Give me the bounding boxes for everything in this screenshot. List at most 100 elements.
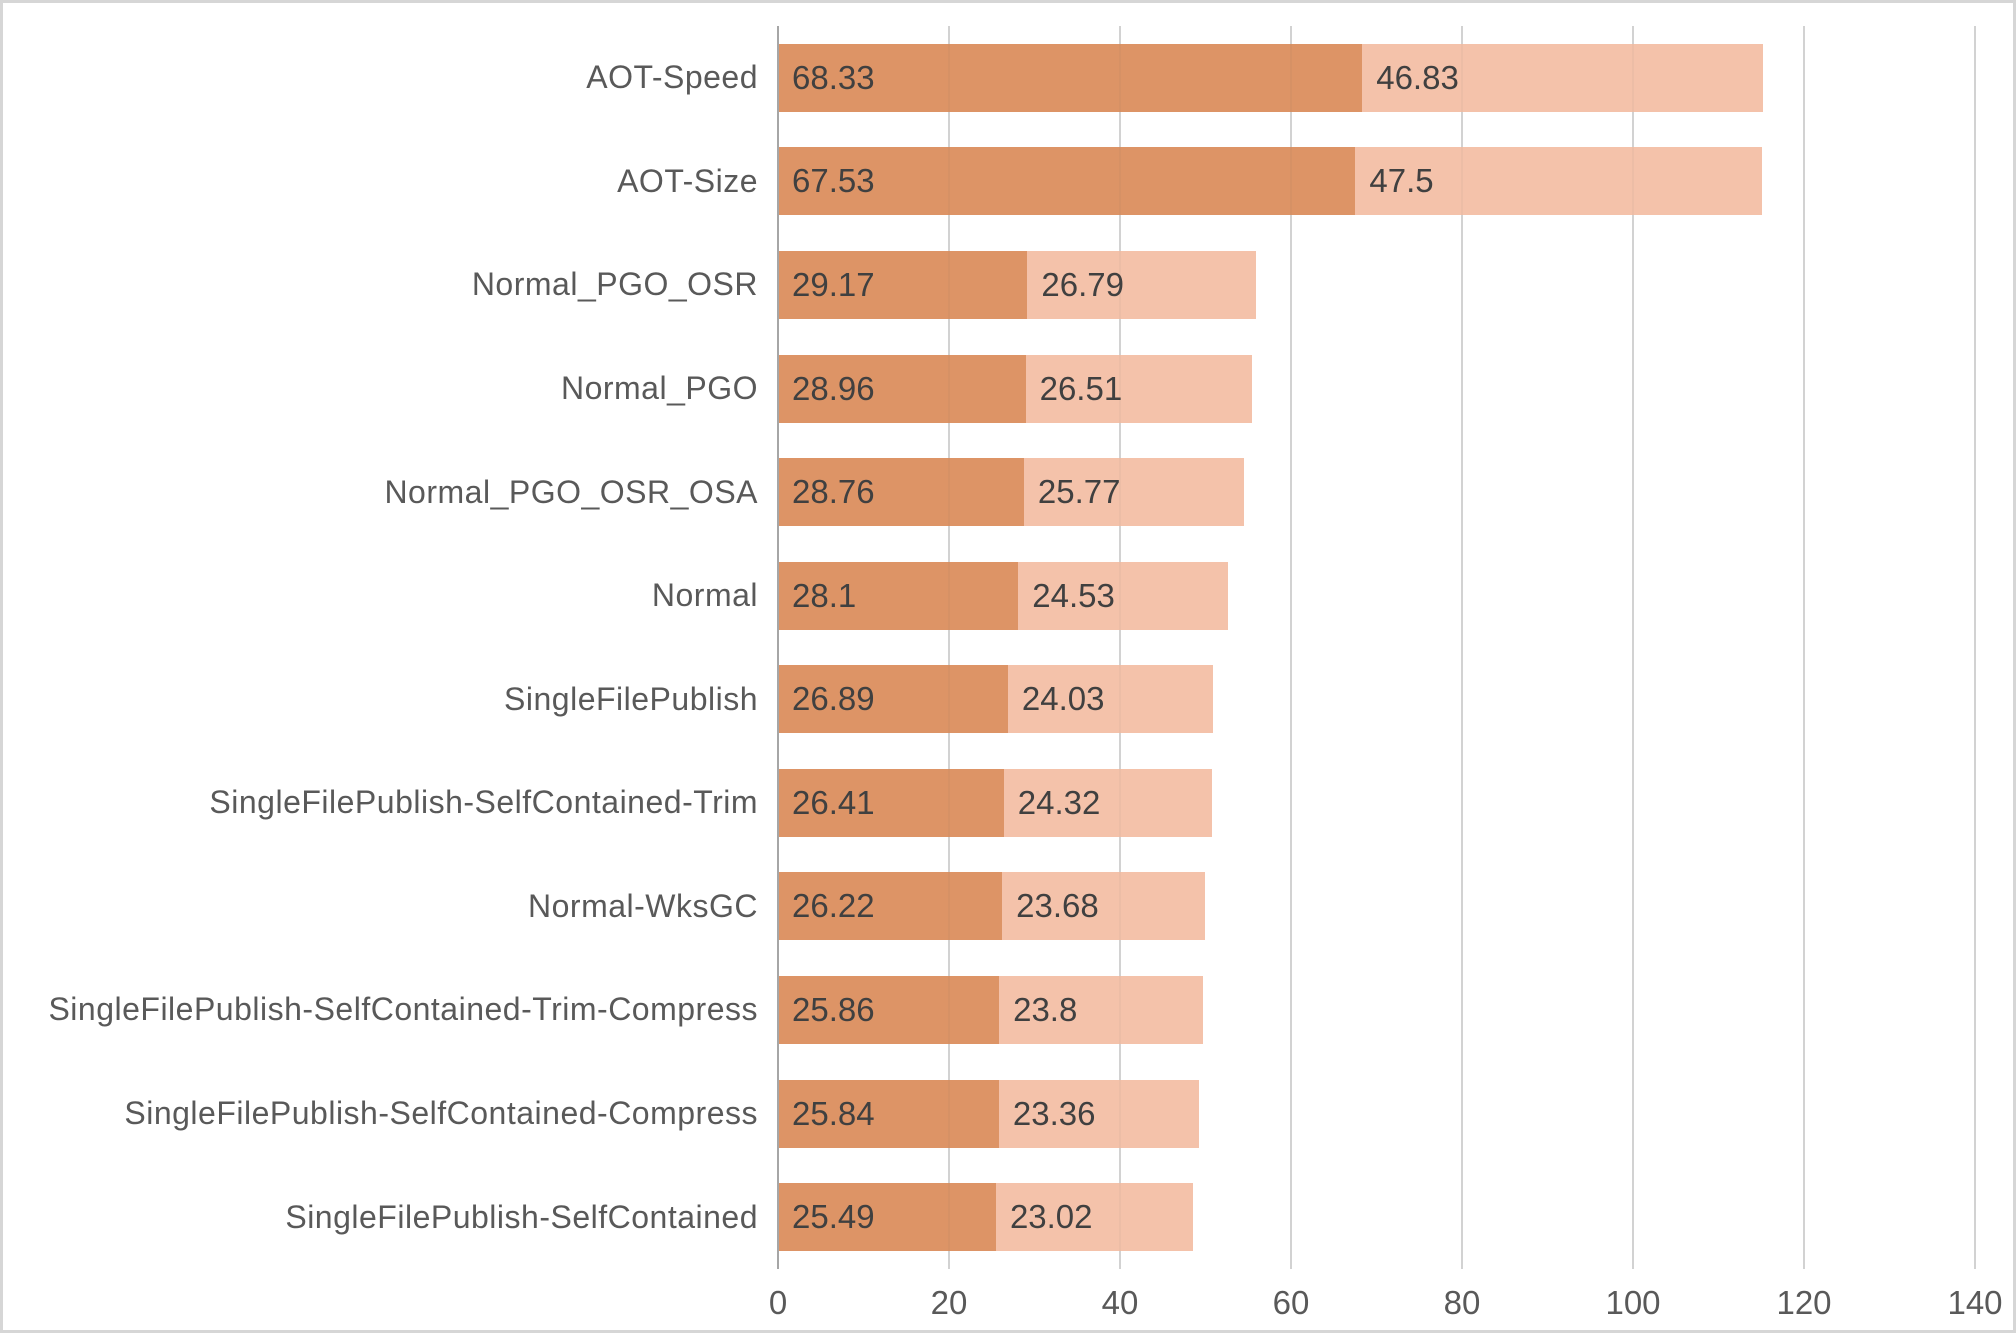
- x-axis-tick-label: 20: [930, 1284, 968, 1321]
- bar-segment-series1: 68.33: [778, 43, 1363, 112]
- bar-track: 25.86 23.8: [778, 975, 2013, 1044]
- x-axis-tick-label: 40: [1101, 1284, 1139, 1321]
- chart-row: Normal_PGO_OSR 29.17 26.79: [3, 233, 2013, 337]
- bar-track: 67.53 47.5: [778, 147, 2013, 216]
- bar-segment-series1: 25.86: [778, 975, 1000, 1044]
- x-axis-tick-label: 100: [1605, 1284, 1661, 1321]
- x-axis-tick-label: 60: [1272, 1284, 1310, 1321]
- data-label: 26.79: [1041, 265, 1124, 303]
- bar-track: 28.96 26.51: [778, 354, 2013, 423]
- data-label: 25.84: [792, 1094, 875, 1132]
- data-label: 25.49: [792, 1198, 875, 1236]
- data-label: 24.03: [1021, 680, 1105, 718]
- chart-row: Normal 28.1 24.53: [3, 544, 2013, 648]
- data-label: 23.8: [1013, 990, 1078, 1028]
- bar-track: 68.33 46.83: [778, 43, 2013, 112]
- data-label: 23.36: [1012, 1094, 1096, 1132]
- x-gridline: [1119, 26, 1121, 1269]
- chart-row: SingleFilePublish-SelfContained 25.49 23.0…: [3, 1165, 2013, 1269]
- x-axis-tick-label: 0: [768, 1284, 788, 1321]
- data-label: 47.5: [1369, 162, 1434, 200]
- chart-row: AOT-Speed 68.33 46.83: [3, 26, 2013, 130]
- bar-segment-series1: 25.84: [778, 1079, 999, 1148]
- category-label: Normal: [651, 577, 758, 614]
- bar-track: 29.17 26.79: [778, 250, 2013, 319]
- x-gridline: [948, 26, 950, 1269]
- data-label: 24.32: [1017, 783, 1101, 821]
- bar-segment-series2: 23.8: [999, 975, 1203, 1044]
- bar-track: 25.84 23.36: [778, 1079, 2013, 1148]
- bar-track: 26.22 23.68: [778, 872, 2013, 941]
- bar-segment-series2: 23.36: [998, 1079, 1199, 1148]
- x-axis-tick-label: 120: [1776, 1284, 1832, 1321]
- data-label: 26.41: [792, 783, 875, 821]
- chart-row: SingleFilePublish-SelfContained-Compress…: [3, 1062, 2013, 1166]
- x-axis-tick-label: 140: [1947, 1284, 2003, 1321]
- category-label: Normal_PGO_OSR: [471, 266, 758, 303]
- data-label: 25.86: [792, 990, 875, 1028]
- data-label: 46.83: [1376, 58, 1459, 96]
- x-axis-tick-label: 80: [1443, 1284, 1481, 1321]
- x-gridline: [1974, 26, 1976, 1269]
- bar-segment-series2: 24.03: [1007, 665, 1214, 734]
- bar-track: 26.41 24.32: [778, 768, 2013, 837]
- x-gridline: [1461, 26, 1463, 1269]
- bar-segment-series2: 23.02: [995, 1183, 1193, 1252]
- data-label: 68.33: [792, 58, 875, 96]
- bar-segment-series1: 26.89: [778, 665, 1008, 734]
- x-gridline: [1803, 26, 1805, 1269]
- data-label: 23.02: [1009, 1198, 1093, 1236]
- bar-segment-series2: 24.32: [1003, 768, 1212, 837]
- bar-segment-series1: 28.96: [778, 354, 1026, 423]
- x-gridline: [1290, 26, 1292, 1269]
- data-label: 24.53: [1032, 576, 1115, 614]
- category-label: Normal_PGO_OSR_OSA: [384, 473, 758, 510]
- bar-segment-series1: 29.17: [778, 250, 1028, 319]
- plot-area: AOT-Speed 68.33 46.83 AOT-Size 67.53 47.5 Norm…: [3, 26, 2013, 1269]
- chart-row: Normal-WksGC 26.22 23.68: [3, 855, 2013, 959]
- category-label: Normal-WksGC: [528, 887, 758, 924]
- category-label: SingleFilePublish-SelfContained: [285, 1198, 758, 1235]
- chart-row: Normal_PGO_OSR_OSA 28.76 25.77: [3, 440, 2013, 544]
- bar-segment-series2: 25.77: [1023, 458, 1245, 527]
- bar-segment-series1: 67.53: [778, 147, 1356, 216]
- x-gridline: [1632, 26, 1634, 1269]
- category-label: SingleFilePublish: [504, 680, 758, 717]
- bar-segment-series2: 26.51: [1025, 354, 1253, 423]
- data-label: 67.53: [792, 162, 875, 200]
- bar-track: 28.76 25.77: [778, 458, 2013, 527]
- data-label: 26.51: [1039, 369, 1123, 407]
- data-label: 29.17: [792, 265, 875, 303]
- bar-segment-series2: 46.83: [1362, 43, 1763, 112]
- data-label: 28.1: [792, 576, 857, 614]
- category-label: SingleFilePublish-SelfContained-Compress: [124, 1095, 758, 1132]
- bar-segment-series1: 28.1: [778, 561, 1019, 630]
- data-label: 28.96: [792, 369, 875, 407]
- chart-row: SingleFilePublish 26.89 24.03: [3, 647, 2013, 751]
- bar-segment-series1: 28.76: [778, 458, 1024, 527]
- category-label: Normal_PGO: [560, 370, 758, 407]
- category-label: SingleFilePublish-SelfContained-Trim-Com…: [48, 991, 758, 1028]
- data-label: 26.89: [792, 680, 875, 718]
- bar-track: 25.49 23.02: [778, 1183, 2013, 1252]
- data-label: 25.77: [1037, 473, 1121, 511]
- bar-segment-series2: 24.53: [1018, 561, 1228, 630]
- bar-segment-series2: 47.5: [1355, 147, 1762, 216]
- category-label: AOT-Size: [617, 162, 758, 199]
- data-label: 23.68: [1016, 887, 1099, 925]
- bar-segment-series2: 23.68: [1002, 872, 1205, 941]
- category-label: AOT-Speed: [586, 59, 758, 96]
- data-label: 28.76: [792, 473, 875, 511]
- chart-row: SingleFilePublish-SelfContained-Trim 26.4…: [3, 751, 2013, 855]
- bar-segment-series1: 26.22: [778, 872, 1003, 941]
- bar-track: 28.1 24.53: [778, 561, 2013, 630]
- chart-row: AOT-Size 67.53 47.5: [3, 130, 2013, 234]
- chart-row: Normal_PGO 28.96 26.51: [3, 337, 2013, 441]
- data-label: 26.22: [792, 887, 875, 925]
- category-label: SingleFilePublish-SelfContained-Trim: [209, 784, 758, 821]
- bar-segment-series2: 26.79: [1027, 250, 1257, 319]
- bar-track: 26.89 24.03: [778, 665, 2013, 734]
- y-axis-line: [777, 26, 779, 1269]
- bar-segment-series1: 25.49: [778, 1183, 996, 1252]
